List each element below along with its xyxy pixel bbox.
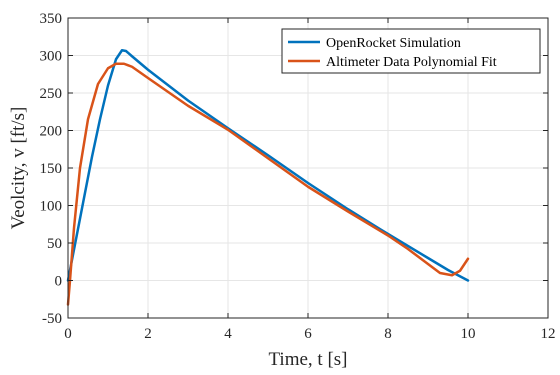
y-tick-label: 0	[55, 274, 63, 290]
x-tick-label: 8	[384, 326, 392, 342]
y-tick-label: 50	[47, 236, 62, 252]
x-tick-label: 10	[461, 326, 476, 342]
y-tick-label: 250	[40, 86, 63, 102]
x-tick-label: 4	[224, 326, 232, 342]
series-line-openrocket	[66, 49, 470, 282]
x-tick-label: 0	[64, 326, 72, 342]
x-axis-label: Time, t [s]	[268, 349, 347, 370]
y-tick-label: -50	[42, 311, 62, 327]
legend: OpenRocket Simulation Altimeter Data Pol…	[281, 28, 541, 74]
y-tick-label: 300	[40, 49, 63, 65]
y-tick-label: 200	[40, 124, 63, 140]
x-tick-label: 12	[541, 326, 556, 342]
series-lines	[66, 49, 470, 306]
legend-label-altimeter-fit: Altimeter Data Polynomial Fit	[326, 55, 497, 70]
y-tick-label: 350	[40, 11, 63, 27]
legend-box	[281, 28, 541, 74]
series-line-altimeter-fit	[66, 62, 470, 306]
y-axis-label: Veolcity, v [ft/s]	[8, 107, 29, 230]
y-tick-label: 100	[40, 199, 63, 215]
x-tick-label: 2	[144, 326, 152, 342]
legend-label-openrocket: OpenRocket Simulation	[326, 36, 461, 51]
y-tick-label: 150	[40, 161, 63, 177]
x-tick-label: 6	[304, 326, 312, 342]
